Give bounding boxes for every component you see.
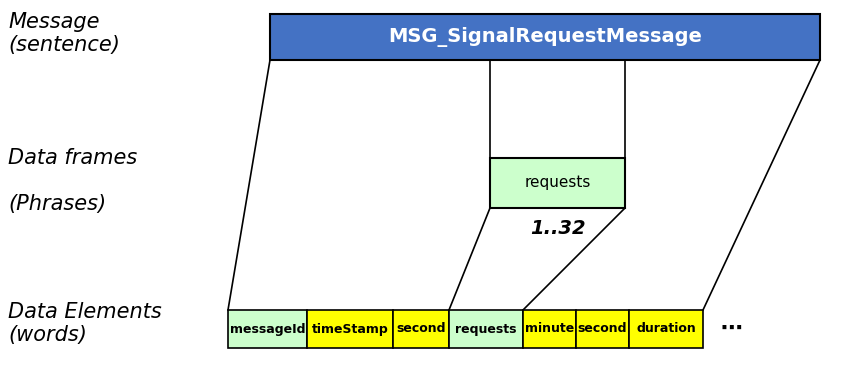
FancyBboxPatch shape (629, 310, 703, 348)
FancyBboxPatch shape (393, 310, 449, 348)
Text: duration: duration (636, 322, 696, 335)
FancyBboxPatch shape (270, 14, 820, 60)
Text: MSG_SignalRequestMessage: MSG_SignalRequestMessage (388, 27, 702, 47)
Text: minute: minute (524, 322, 574, 335)
Text: Data Elements
(words): Data Elements (words) (8, 302, 162, 345)
FancyBboxPatch shape (228, 310, 307, 348)
Text: 1..32: 1..32 (530, 218, 586, 237)
FancyBboxPatch shape (576, 310, 629, 348)
Text: Data frames

(Phrases): Data frames (Phrases) (8, 148, 137, 214)
FancyBboxPatch shape (490, 158, 625, 208)
Text: second: second (578, 322, 627, 335)
Text: timeStamp: timeStamp (312, 322, 388, 335)
FancyBboxPatch shape (307, 310, 393, 348)
Text: second: second (396, 322, 445, 335)
FancyBboxPatch shape (449, 310, 523, 348)
FancyBboxPatch shape (523, 310, 576, 348)
Text: ⋯: ⋯ (713, 319, 743, 339)
Text: requests: requests (456, 322, 517, 335)
Text: messageId: messageId (230, 322, 305, 335)
Text: Message
(sentence): Message (sentence) (8, 12, 120, 55)
Text: requests: requests (524, 176, 591, 191)
